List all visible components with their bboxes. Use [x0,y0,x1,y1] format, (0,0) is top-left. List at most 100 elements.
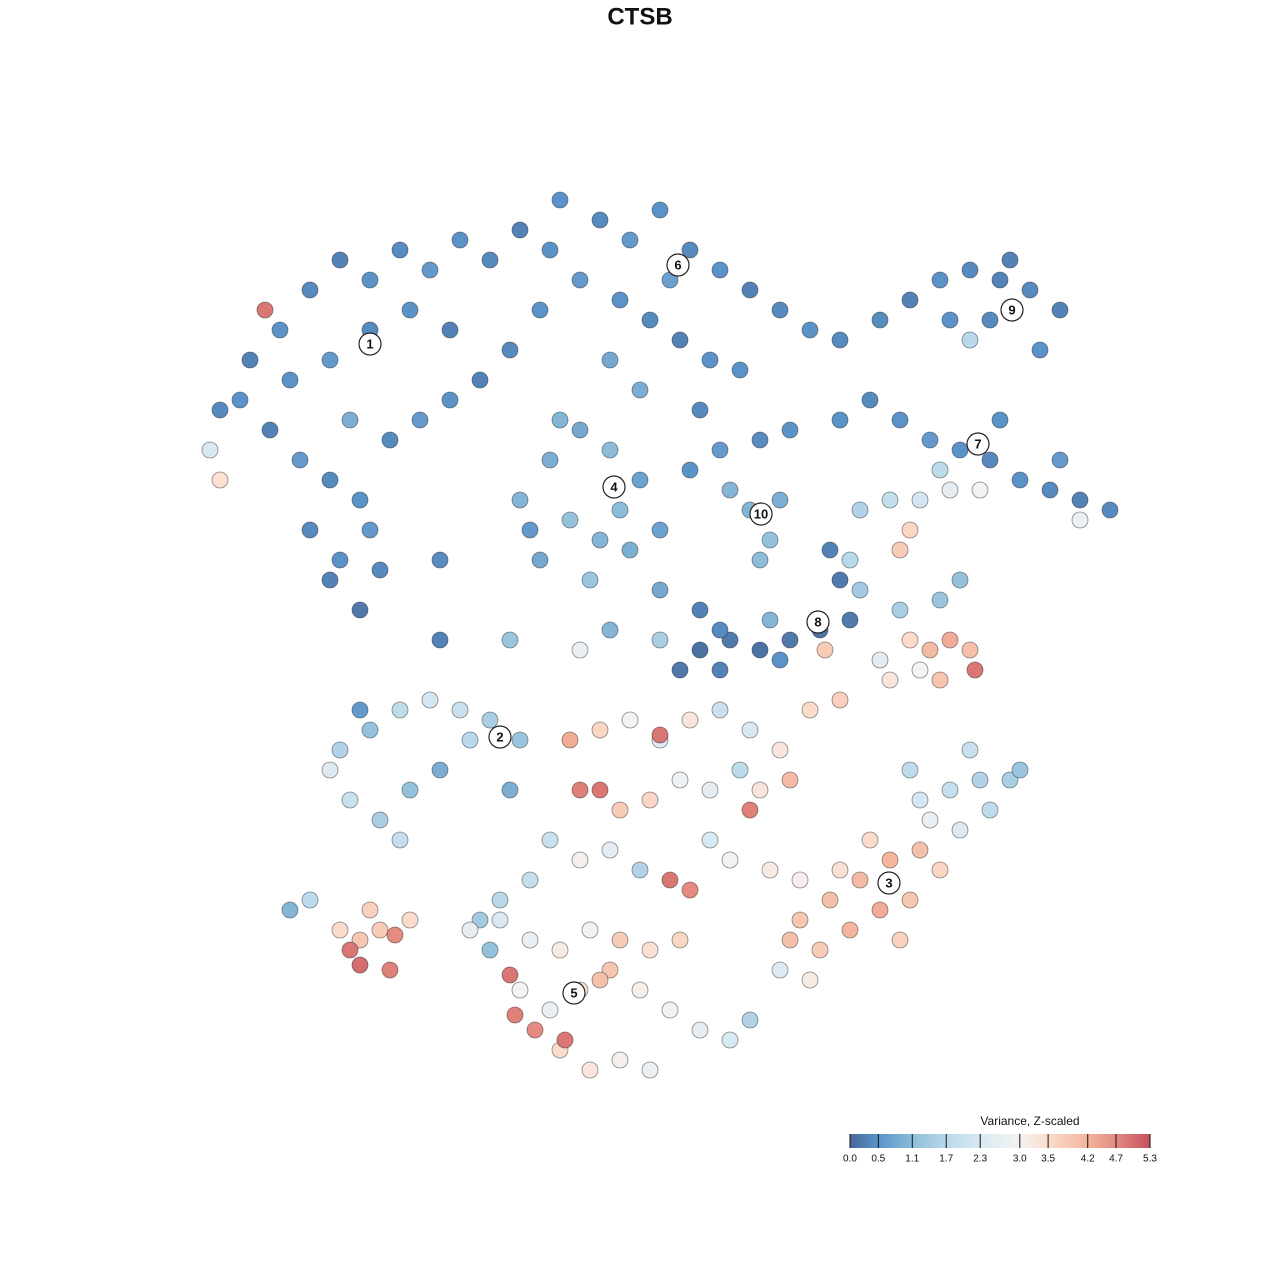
cluster-badge [488,725,512,749]
point [521,521,539,539]
colorbar [850,1134,1150,1148]
point [821,891,839,909]
colorbar-tick-label: 2.3 [973,1154,987,1165]
point [621,541,639,559]
point [256,301,274,319]
point [401,781,419,799]
point [1011,471,1029,489]
point [931,461,949,479]
point [701,831,719,849]
point [771,651,789,669]
point [721,481,739,499]
point [671,931,689,949]
point [821,541,839,559]
point [981,801,999,819]
point [556,1031,574,1049]
point [271,321,289,339]
point [541,831,559,849]
point [391,701,409,719]
point [1051,301,1069,319]
point [711,441,729,459]
point [761,611,779,629]
point [761,861,779,879]
point [751,641,769,659]
colorbar-tick-label: 1.7 [939,1154,953,1165]
point [511,491,529,509]
point [391,241,409,259]
point [371,561,389,579]
point [361,521,379,539]
point [651,631,669,649]
point [1071,491,1089,509]
point [321,471,339,489]
point [651,521,669,539]
point [541,451,559,469]
point [581,921,599,939]
point [851,501,869,519]
point [551,941,569,959]
point [771,301,789,319]
point [691,641,709,659]
point [811,941,829,959]
point [1001,251,1019,269]
point [691,601,709,619]
cluster-label: 10 [754,506,768,521]
point [981,311,999,329]
point [351,601,369,619]
point [931,591,949,609]
point [681,241,699,259]
point [511,731,529,749]
point [881,671,899,689]
point [451,231,469,249]
point [651,581,669,599]
colorbar-tick-label: 0.0 [843,1154,857,1165]
point [791,871,809,889]
cluster-badge [1000,298,1024,322]
point [391,831,409,849]
point [651,726,669,744]
colorbar-tick-label: 4.7 [1109,1154,1123,1165]
point [951,821,969,839]
point [541,1001,559,1019]
point [601,961,619,979]
point [301,281,319,299]
point [631,381,649,399]
point [971,771,989,789]
point [941,481,959,499]
point [591,781,609,799]
point [1001,771,1019,789]
point [711,701,729,719]
point [591,211,609,229]
point [921,431,939,449]
point [501,966,519,984]
point [771,741,789,759]
point [741,1011,759,1029]
point [481,941,499,959]
point [381,961,399,979]
point [361,901,379,919]
point [611,291,629,309]
point [601,841,619,859]
point [291,451,309,469]
point [341,411,359,429]
cluster-badge [877,871,901,895]
point [371,811,389,829]
point [741,721,759,739]
point [561,731,579,749]
point [901,631,919,649]
point [801,701,819,719]
colorbar-tick-label: 0.5 [871,1154,885,1165]
point [631,471,649,489]
point [721,851,739,869]
point [211,401,229,419]
point [831,411,849,429]
point [771,961,789,979]
point [891,411,909,429]
point [981,451,999,469]
point [851,871,869,889]
colorbar-tick-label: 3.0 [1013,1154,1027,1165]
point [641,311,659,329]
point [681,711,699,729]
point [911,491,929,509]
point [571,641,589,659]
